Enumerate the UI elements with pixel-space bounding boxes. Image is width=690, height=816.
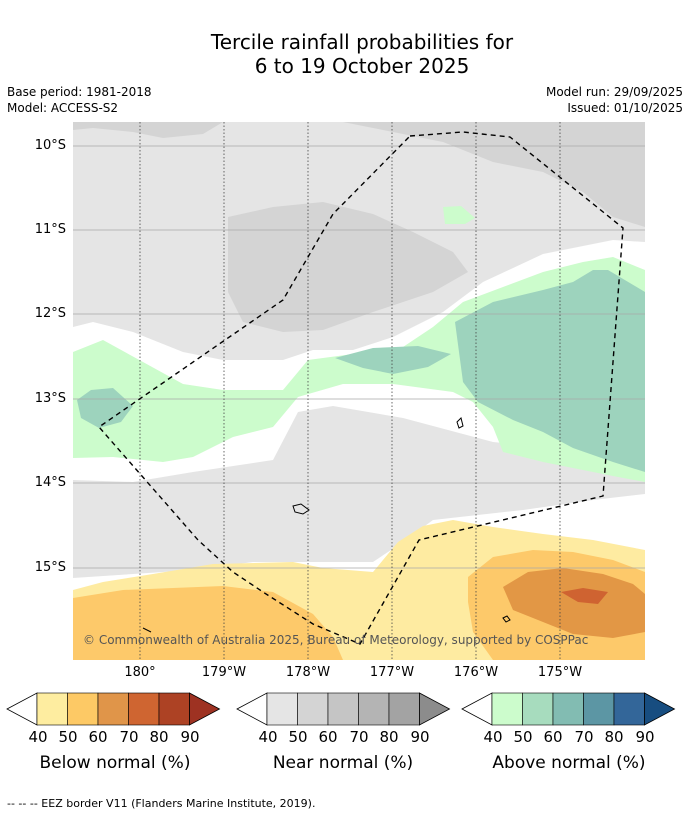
cb-near-tick-70: 70 — [349, 728, 369, 746]
cb-above-tick-40: 40 — [483, 728, 503, 746]
colorbar-below-segment-70 — [128, 692, 160, 726]
colorbar-above-segment-80 — [613, 692, 645, 726]
cb-near-tick-50: 50 — [288, 728, 308, 746]
near-normal-50-center — [228, 202, 468, 332]
lat-label-15s: 15°S — [34, 560, 66, 575]
colorbar-near-over-arrow — [419, 692, 451, 726]
above-normal-40-north — [443, 206, 475, 224]
cb-below-tick-70: 70 — [119, 728, 139, 746]
meta-right: Model run: 29/09/2025 Issued: 01/10/2025 — [546, 84, 683, 116]
island-3 — [502, 615, 511, 623]
colorbar-near-under-arrow — [236, 692, 268, 726]
cb-above-tick-70: 70 — [574, 728, 594, 746]
lat-label-11s: 11°S — [34, 222, 66, 237]
cb-above-title: Above normal (%) — [492, 753, 646, 773]
colorbar-above-over-arrow — [644, 692, 676, 726]
cb-above-tick-50: 50 — [513, 728, 533, 746]
model-run: Model run: 29/09/2025 — [545, 85, 683, 99]
colorbar-near-segment-70 — [358, 692, 390, 726]
colorbar-below-segment-80 — [158, 692, 190, 726]
lon-label-178w: 178°W — [285, 665, 331, 680]
title-line-1: Tercile rainfall probabilities for — [210, 30, 514, 54]
colorbars — [6, 692, 676, 726]
above-normal-50-west — [77, 388, 133, 428]
base-period: Base period: 1981-2018 — [7, 85, 152, 99]
colorbar-above-segment-60 — [552, 692, 584, 726]
cb-near-tick-40: 40 — [258, 728, 278, 746]
probability-map — [73, 122, 645, 660]
lat-label-13s: 13°S — [34, 391, 66, 406]
cb-below-tick-90: 90 — [180, 728, 200, 746]
colorbar-above-segment-70 — [583, 692, 615, 726]
colorbar-below-segment-60 — [97, 692, 129, 726]
lon-label-175w: 175°W — [537, 665, 583, 680]
lon-label-179w: 179°W — [201, 665, 247, 680]
colorbar-near — [236, 692, 451, 726]
eez-legend-footer: -- -- -- EEZ border V11 (Flanders Marine… — [7, 797, 316, 810]
lon-label-177w: 177°W — [369, 665, 415, 680]
colorbar-below-segment-40 — [36, 692, 68, 726]
colorbar-above — [461, 692, 676, 726]
cb-below-tick-60: 60 — [88, 728, 108, 746]
lon-label-180: 180° — [124, 665, 156, 680]
model-name: Model: ACCESS-S2 — [7, 101, 119, 115]
island-4 — [142, 627, 152, 633]
colorbar-above-segment-40 — [491, 692, 523, 726]
colorbar-near-segment-80 — [388, 692, 420, 726]
colorbar-near-segment-50 — [297, 692, 329, 726]
cb-below-tick-80: 80 — [149, 728, 169, 746]
colorbar-near-segment-60 — [327, 692, 359, 726]
colorbar-above-under-arrow — [461, 692, 493, 726]
colorbar-below-segment-50 — [67, 692, 99, 726]
colorbar-above-segment-50 — [522, 692, 554, 726]
lon-label-176w: 176°W — [453, 665, 499, 680]
above-normal-50-east — [455, 270, 645, 472]
grid-vertical — [139, 122, 561, 660]
cb-below-title: Below normal (%) — [39, 753, 191, 773]
colorbar-below-under-arrow — [6, 692, 38, 726]
cb-above-tick-80: 80 — [604, 728, 624, 746]
colorbar-below — [6, 692, 221, 726]
near-normal-50-topright — [343, 122, 645, 227]
grid-horizontal — [73, 145, 645, 569]
eez-border — [97, 131, 624, 645]
cb-above-tick-90: 90 — [635, 728, 655, 746]
map-title: Tercile rainfall probabilities for 6 to … — [0, 30, 690, 78]
issued-date: Issued: 01/10/2025 — [567, 101, 683, 115]
island-1 — [456, 417, 464, 429]
lat-label-10s: 10°S — [34, 138, 66, 153]
below-normal-70 — [561, 588, 608, 604]
cb-near-tick-80: 80 — [379, 728, 399, 746]
cb-near-tick-90: 90 — [410, 728, 430, 746]
cb-near-title: Near normal (%) — [272, 753, 414, 773]
colorbar-near-segment-40 — [266, 692, 298, 726]
lat-label-12s: 12°S — [34, 306, 66, 321]
lat-label-14s: 14°S — [34, 475, 66, 490]
above-normal-50-central — [335, 346, 451, 374]
near-normal-50-top — [73, 122, 223, 138]
below-normal-60 — [503, 568, 645, 638]
cb-near-tick-60: 60 — [318, 728, 338, 746]
cb-above-tick-60: 60 — [543, 728, 563, 746]
meta-left: Base period: 1981-2018 Model: ACCESS-S2 — [7, 84, 152, 116]
island-2 — [292, 503, 310, 515]
cb-below-tick-40: 40 — [28, 728, 48, 746]
below-normal-50-west — [73, 586, 343, 660]
cb-below-tick-50: 50 — [58, 728, 78, 746]
colorbar-below-over-arrow — [189, 692, 221, 726]
title-line-2: 6 to 19 October 2025 — [254, 54, 470, 78]
copyright-text: © Commonwealth of Australia 2025, Bureau… — [83, 633, 589, 647]
